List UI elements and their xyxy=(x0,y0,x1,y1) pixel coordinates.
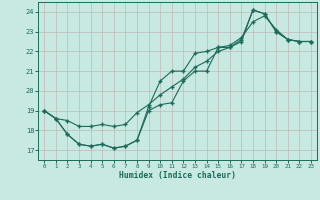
X-axis label: Humidex (Indice chaleur): Humidex (Indice chaleur) xyxy=(119,171,236,180)
